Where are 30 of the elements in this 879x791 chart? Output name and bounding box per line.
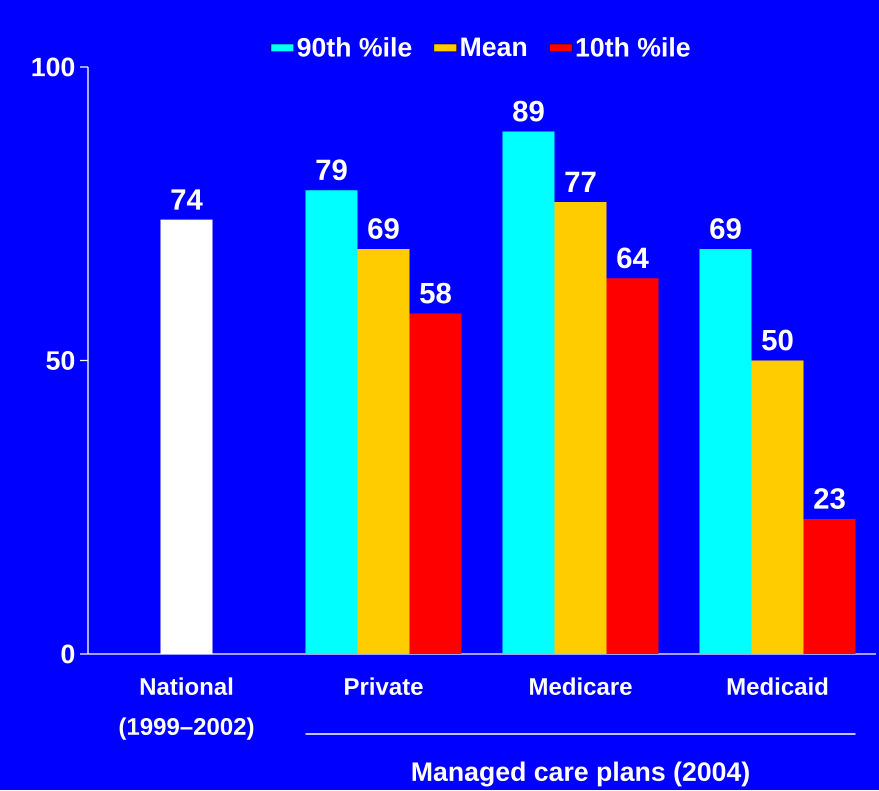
data-label: 69 <box>710 218 741 239</box>
x-tick-label: Private <box>345 677 423 696</box>
bar <box>554 202 607 654</box>
bar <box>804 519 856 654</box>
data-label: 74 <box>171 189 203 210</box>
bar <box>305 190 358 654</box>
bar <box>751 360 804 654</box>
data-label: 50 <box>762 330 793 350</box>
y-tick-label: 50 <box>46 351 74 370</box>
legend-label: Mean <box>461 38 526 56</box>
data-label: 58 <box>420 282 451 304</box>
bar <box>357 248 410 654</box>
legend-label: 10th %ile <box>576 37 690 57</box>
x-tick-label: National (1999–2002) <box>120 677 254 740</box>
x-tick-label: Medicare <box>530 677 632 696</box>
data-label: 69 <box>368 218 399 239</box>
bar <box>699 248 752 654</box>
y-tick-label: 100 <box>32 58 74 76</box>
data-label: 23 <box>814 488 845 509</box>
bar <box>502 132 554 654</box>
bar <box>410 314 462 654</box>
text: Managed care plans (2004) <box>412 762 749 787</box>
x-tick-label: Medicaid <box>728 677 828 696</box>
data-label: 64 <box>617 248 649 268</box>
legend-label: 90th %ile <box>298 37 412 57</box>
data-label: 79 <box>316 159 347 180</box>
data-label: 77 <box>565 172 596 192</box>
bar <box>606 278 659 654</box>
y-tick-label: 0 <box>62 644 74 664</box>
data-label: 89 <box>513 100 544 122</box>
